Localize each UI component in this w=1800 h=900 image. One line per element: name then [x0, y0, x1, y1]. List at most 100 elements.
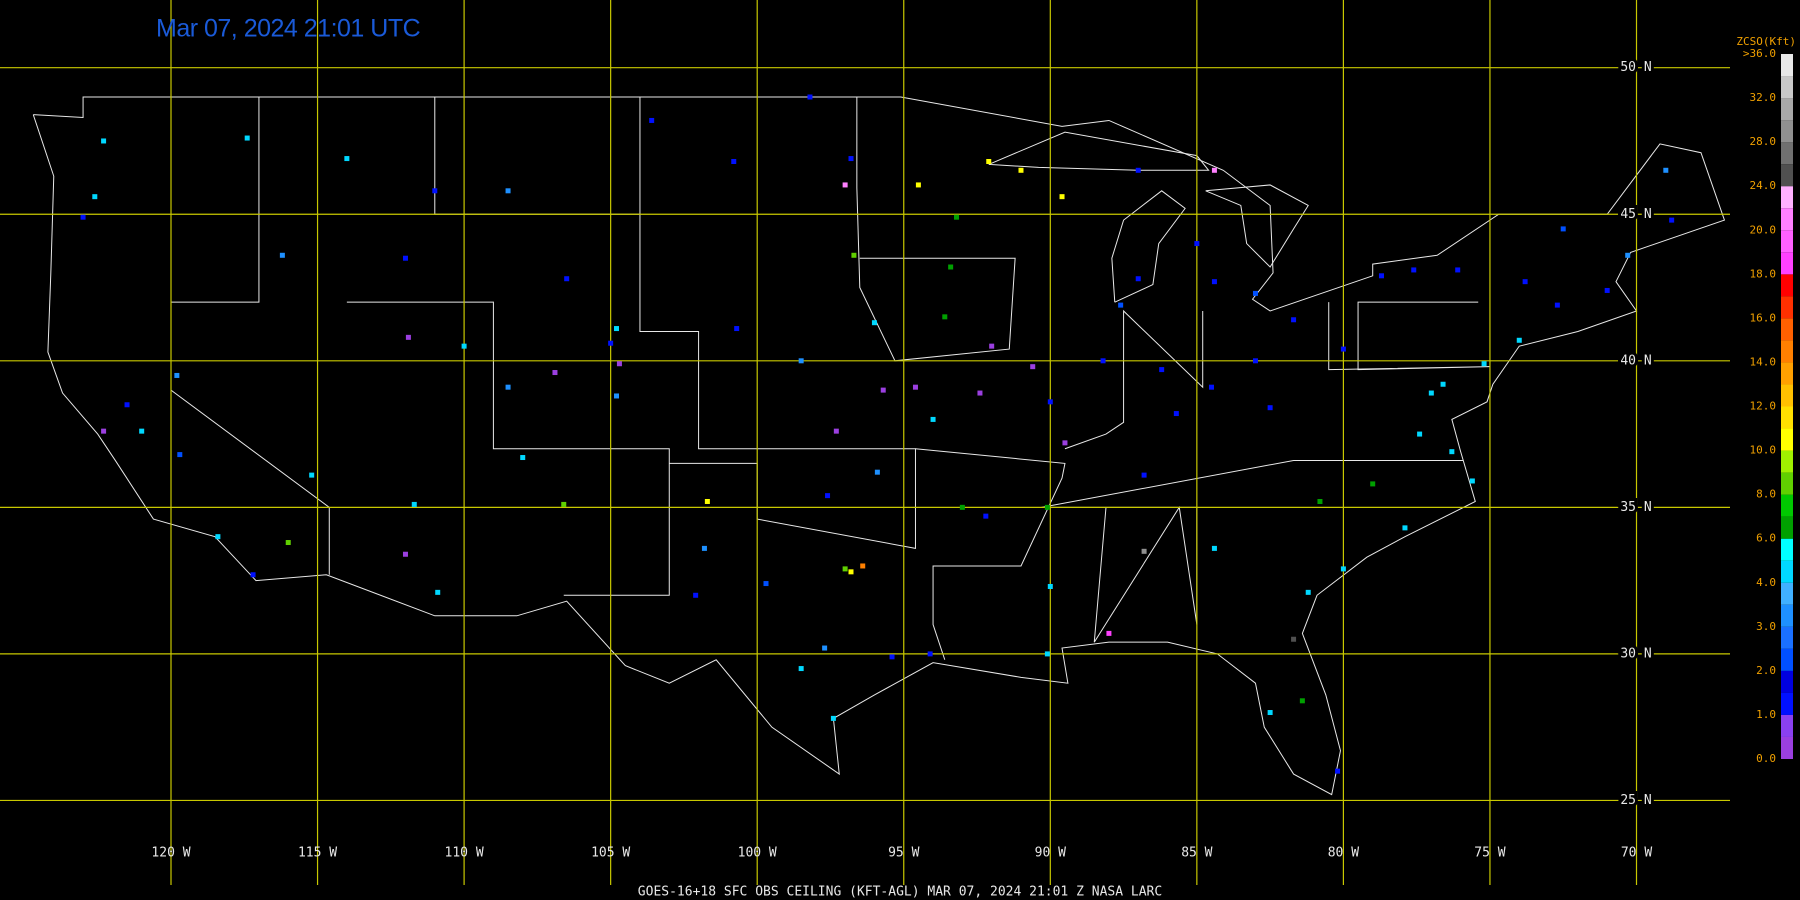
legend-label: 6.0	[1756, 532, 1776, 545]
station	[798, 666, 804, 672]
station	[250, 572, 256, 578]
station	[1141, 548, 1147, 554]
station	[435, 589, 441, 595]
station	[989, 343, 995, 349]
station	[860, 563, 866, 569]
station	[1291, 317, 1297, 323]
legend-label: 8.0	[1756, 488, 1776, 501]
station	[1299, 698, 1305, 704]
lon-label: 75 W	[1474, 846, 1505, 861]
lon-label: 85 W	[1181, 846, 1212, 861]
station	[309, 472, 315, 478]
station	[561, 501, 567, 507]
station	[101, 138, 107, 144]
legend-swatch	[1781, 296, 1793, 319]
station	[1106, 630, 1112, 636]
station	[889, 654, 895, 660]
legend-swatch	[1781, 626, 1793, 649]
legend-swatch	[1781, 582, 1793, 605]
station	[1522, 279, 1528, 285]
legend-label: 2.0	[1756, 664, 1776, 677]
legend-label: 14.0	[1750, 355, 1777, 368]
station	[608, 340, 614, 346]
station	[505, 384, 511, 390]
station	[842, 566, 848, 572]
legend-swatch	[1781, 450, 1793, 473]
lat-label: 30 N	[1620, 646, 1651, 661]
station	[1516, 337, 1522, 343]
legend-swatch	[1781, 252, 1793, 275]
legend-swatch	[1781, 714, 1793, 737]
lon-label: 80 W	[1328, 846, 1359, 861]
station	[1554, 302, 1560, 308]
legend-label: 32.0	[1750, 91, 1777, 104]
station	[848, 156, 854, 162]
station	[842, 182, 848, 188]
station	[1669, 217, 1675, 223]
legend-swatch	[1781, 142, 1793, 165]
lon-label: 110 W	[445, 846, 484, 861]
station	[1252, 290, 1258, 296]
legend-swatch	[1781, 494, 1793, 517]
station	[848, 569, 854, 575]
legend-label: 24.0	[1750, 179, 1777, 192]
station	[1340, 346, 1346, 352]
station	[174, 372, 180, 378]
legend-label: 10.0	[1750, 444, 1777, 457]
station	[1100, 358, 1106, 364]
station	[80, 214, 86, 220]
legend-swatch	[1781, 428, 1793, 451]
station	[874, 469, 880, 475]
station	[830, 715, 836, 721]
station	[1211, 167, 1217, 173]
station	[1625, 252, 1631, 258]
station	[1604, 287, 1610, 293]
station	[731, 158, 737, 164]
station	[649, 117, 655, 123]
station	[520, 455, 526, 461]
lat-label: 40 N	[1620, 353, 1651, 368]
legend-swatch	[1781, 384, 1793, 407]
station	[1135, 167, 1141, 173]
station	[1469, 478, 1475, 484]
legend-label: 3.0	[1756, 620, 1776, 633]
station	[1663, 167, 1669, 173]
station	[927, 651, 933, 657]
station	[1062, 440, 1068, 446]
boundary	[988, 131, 1210, 171]
station	[1449, 449, 1455, 455]
legend-swatch	[1781, 538, 1793, 561]
legend-swatch	[1781, 120, 1793, 143]
station	[807, 94, 813, 100]
lon-label: 120 W	[151, 846, 190, 861]
station	[1047, 583, 1053, 589]
legend-swatch	[1781, 362, 1793, 385]
station	[1118, 302, 1124, 308]
station	[1317, 498, 1323, 504]
legend-swatch	[1781, 230, 1793, 253]
station	[1211, 545, 1217, 551]
station	[1194, 241, 1200, 247]
station	[1209, 384, 1215, 390]
station	[1267, 710, 1273, 716]
lon-label: 70 W	[1621, 846, 1652, 861]
legend-swatch	[1781, 736, 1793, 759]
legend-swatch	[1781, 98, 1793, 121]
legend-swatch	[1781, 406, 1793, 429]
legend-swatch	[1781, 670, 1793, 693]
station	[701, 545, 707, 551]
station	[798, 358, 804, 364]
station	[693, 592, 699, 598]
station	[959, 504, 965, 510]
station	[915, 182, 921, 188]
station	[1370, 481, 1376, 487]
legend-label: 4.0	[1756, 576, 1776, 589]
legend-swatch	[1781, 186, 1793, 209]
legend-swatch	[1781, 208, 1793, 231]
legend-swatch	[1781, 274, 1793, 297]
legend-swatch	[1781, 516, 1793, 539]
station	[1560, 226, 1566, 232]
legend-label: 12.0	[1750, 400, 1777, 413]
legend-swatch	[1781, 54, 1793, 77]
lat-label: 50 N	[1620, 60, 1651, 75]
